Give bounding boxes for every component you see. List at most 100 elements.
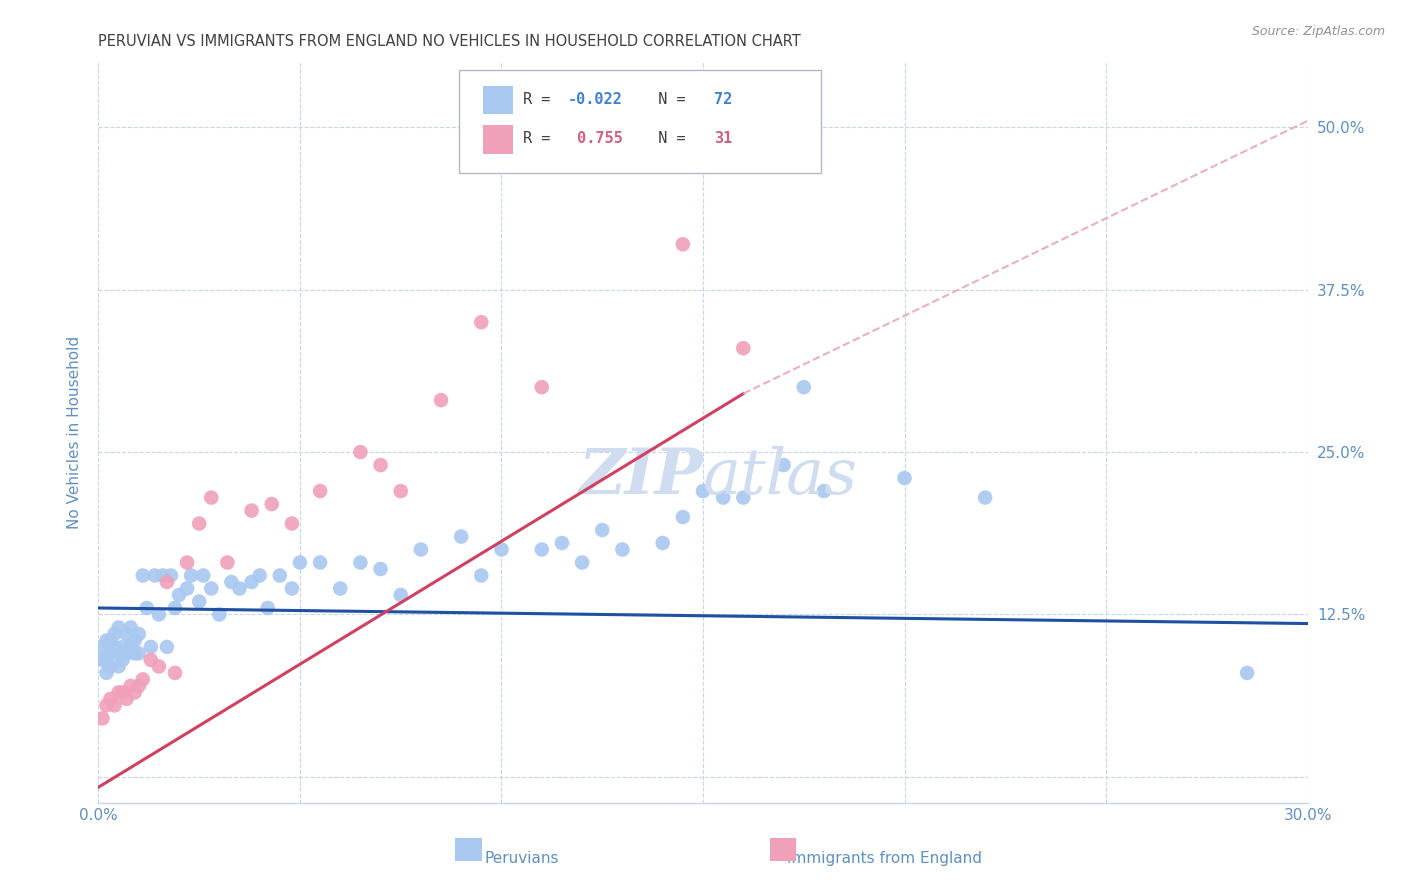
Point — [208, 607, 231, 622]
Text: ZIP: ZIP — [578, 446, 703, 508]
Point — [450, 529, 472, 543]
Point — [409, 542, 432, 557]
Point — [111, 685, 134, 699]
Point — [240, 574, 263, 589]
Point — [470, 315, 492, 329]
Point — [389, 484, 412, 499]
Point — [148, 659, 170, 673]
Point — [430, 393, 453, 408]
Point — [281, 516, 304, 531]
Point — [96, 665, 118, 680]
Point — [120, 640, 142, 654]
Point — [288, 556, 311, 570]
Text: -0.022: -0.022 — [568, 92, 623, 107]
FancyBboxPatch shape — [482, 126, 513, 153]
Point — [180, 568, 202, 582]
Point — [309, 484, 332, 499]
Point — [240, 503, 263, 517]
Point — [733, 491, 755, 505]
Point — [103, 627, 125, 641]
Point — [103, 640, 125, 654]
Point — [156, 574, 179, 589]
Point — [167, 588, 190, 602]
Point — [132, 568, 155, 582]
Point — [91, 711, 114, 725]
Point — [793, 380, 815, 394]
Point — [692, 484, 714, 499]
Text: 31: 31 — [714, 131, 733, 146]
Text: 0.755: 0.755 — [568, 131, 623, 146]
Point — [309, 556, 332, 570]
Point — [491, 542, 513, 557]
Point — [100, 647, 122, 661]
Point — [217, 556, 239, 570]
Point — [115, 692, 138, 706]
Point — [269, 568, 291, 582]
Point — [349, 556, 371, 570]
FancyBboxPatch shape — [456, 838, 482, 861]
Point — [132, 673, 155, 687]
Point — [91, 640, 114, 654]
Point — [651, 536, 673, 550]
Point — [115, 647, 138, 661]
Point — [228, 582, 250, 596]
FancyBboxPatch shape — [769, 838, 796, 861]
Point — [256, 601, 278, 615]
Point — [135, 601, 157, 615]
Point — [813, 484, 835, 499]
Point — [111, 653, 134, 667]
Point — [672, 237, 695, 252]
Text: Peruvians: Peruvians — [485, 851, 558, 866]
Point — [107, 685, 129, 699]
FancyBboxPatch shape — [482, 87, 513, 114]
Point — [591, 523, 613, 537]
Point — [193, 568, 215, 582]
Point — [176, 582, 198, 596]
Text: 72: 72 — [714, 92, 733, 107]
Point — [571, 556, 593, 570]
Text: N =: N = — [640, 131, 695, 146]
Point — [672, 510, 695, 524]
Text: Immigrants from England: Immigrants from England — [787, 851, 981, 866]
Y-axis label: No Vehicles in Household: No Vehicles in Household — [67, 336, 83, 529]
Point — [100, 692, 122, 706]
Point — [188, 594, 211, 608]
Point — [281, 582, 304, 596]
Point — [530, 542, 553, 557]
Point — [115, 627, 138, 641]
Point — [163, 601, 186, 615]
Point — [200, 491, 222, 505]
Text: PERUVIAN VS IMMIGRANTS FROM ENGLAND NO VEHICLES IN HOUSEHOLD CORRELATION CHART: PERUVIAN VS IMMIGRANTS FROM ENGLAND NO V… — [98, 34, 801, 49]
Text: atlas: atlas — [703, 446, 858, 508]
Point — [143, 568, 166, 582]
Point — [160, 568, 183, 582]
Point — [551, 536, 574, 550]
Point — [91, 653, 114, 667]
Point — [1236, 665, 1258, 680]
Point — [107, 620, 129, 634]
Point — [188, 516, 211, 531]
Point — [893, 471, 915, 485]
Point — [124, 685, 146, 699]
Point — [96, 653, 118, 667]
Point — [733, 341, 755, 355]
Point — [349, 445, 371, 459]
Point — [128, 627, 150, 641]
Point — [107, 647, 129, 661]
Point — [221, 574, 243, 589]
Point — [128, 679, 150, 693]
Point — [96, 633, 118, 648]
Point — [389, 588, 412, 602]
Point — [470, 568, 492, 582]
Point — [176, 556, 198, 570]
Point — [148, 607, 170, 622]
Point — [200, 582, 222, 596]
Point — [974, 491, 997, 505]
Point — [100, 659, 122, 673]
Point — [100, 633, 122, 648]
Point — [111, 640, 134, 654]
Point — [139, 640, 162, 654]
Point — [139, 653, 162, 667]
Point — [124, 633, 146, 648]
Point — [120, 679, 142, 693]
